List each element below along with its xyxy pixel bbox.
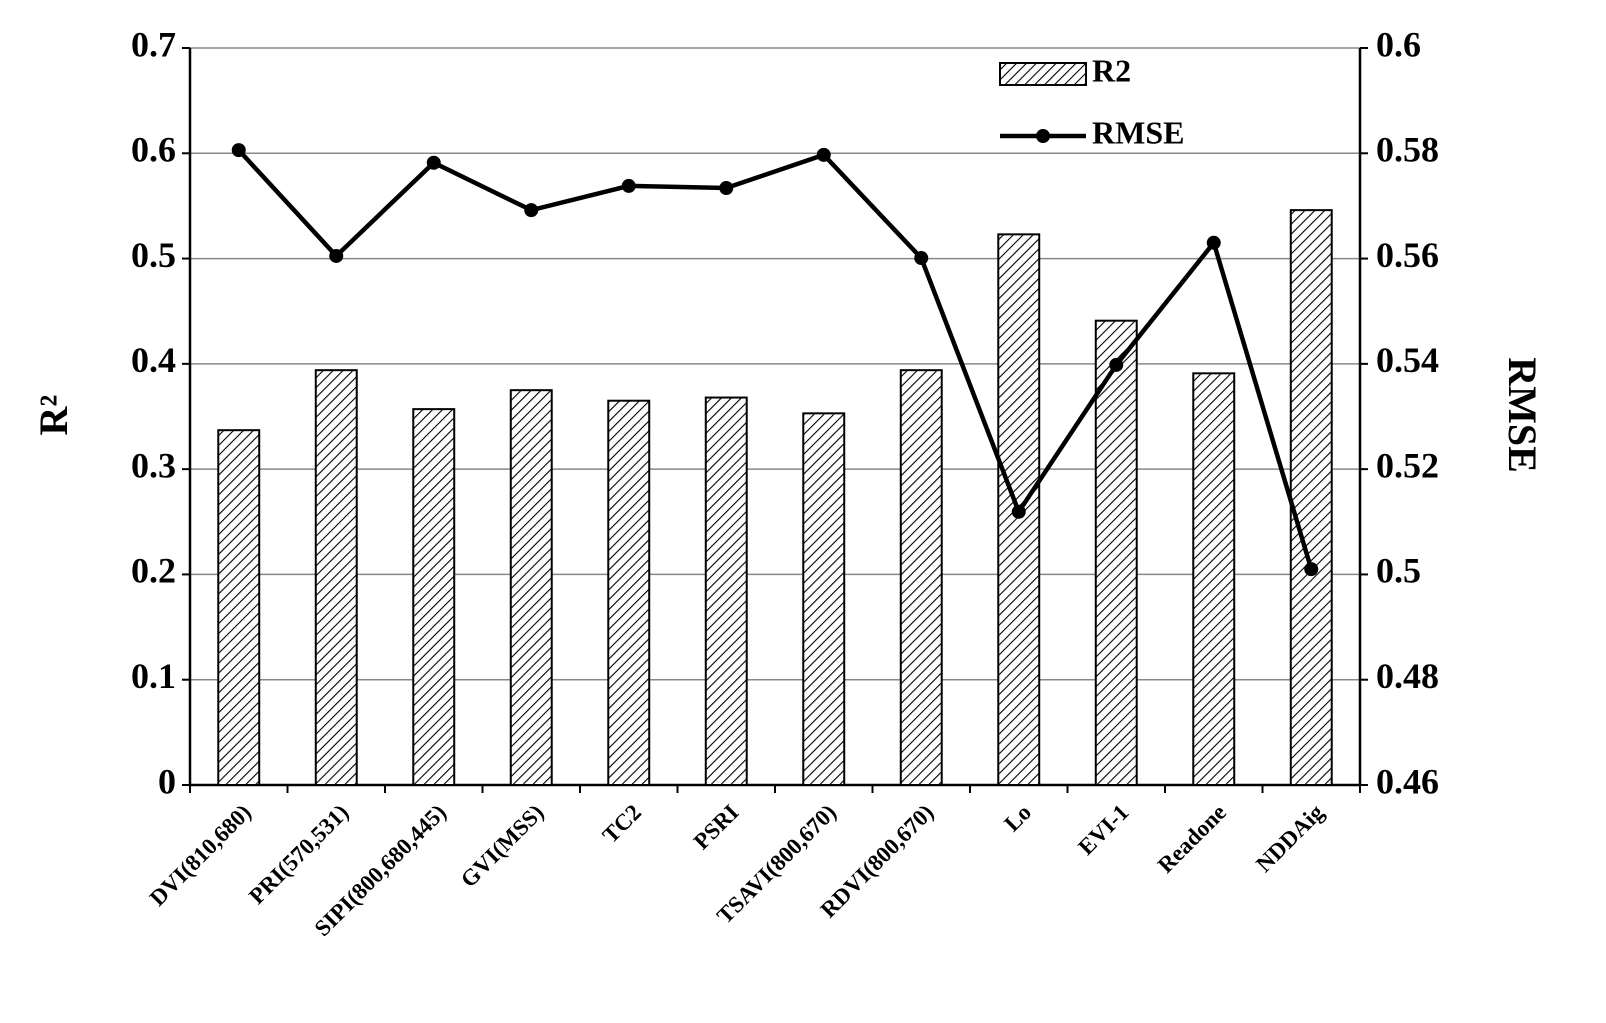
y2-tick-label: 0.54	[1376, 340, 1439, 380]
point	[914, 251, 929, 266]
x-tick-label: TC2	[598, 800, 646, 848]
bar	[412, 408, 456, 786]
bar	[509, 389, 553, 786]
bar	[1289, 209, 1333, 786]
bar	[1094, 319, 1138, 786]
y2-tick-label: 0.52	[1376, 445, 1439, 485]
bar	[217, 429, 261, 786]
point	[426, 155, 441, 170]
x-tick-label: PSRI	[689, 800, 744, 855]
bar	[1192, 372, 1236, 786]
y-tick-label: 0.2	[131, 551, 176, 591]
point	[1109, 357, 1124, 372]
y-tick-label: 0.7	[131, 24, 176, 64]
line	[237, 148, 1314, 570]
y2-axis-title: RMSE	[1500, 357, 1545, 473]
x-tick-label: Readone	[1153, 800, 1231, 878]
x-tick-label: NDDAig	[1251, 799, 1329, 877]
x-tick-label: PRI(570,531)	[244, 800, 353, 909]
legend-label: R2	[1092, 52, 1131, 88]
x-tick-label: Lo	[999, 800, 1036, 837]
legend-swatch	[999, 62, 1087, 86]
y-tick-label: 0.3	[131, 445, 176, 485]
point	[816, 147, 831, 162]
x-tick-label: GVI(MSS)	[456, 800, 549, 893]
y-tick-label: 0.4	[131, 340, 176, 380]
y2-tick-label: 0.46	[1376, 761, 1439, 801]
y-tick-label: 0.6	[131, 130, 176, 170]
point	[621, 178, 636, 193]
y2-tick-label: 0.56	[1376, 235, 1439, 275]
point	[719, 181, 734, 196]
legend-swatch	[1036, 129, 1050, 143]
y2-tick-label: 0.48	[1376, 656, 1439, 696]
bar	[704, 396, 748, 786]
y-tick-label: 0	[158, 761, 176, 801]
bar	[607, 399, 651, 786]
x-tick-label: EVI-1	[1073, 800, 1133, 860]
y-tick-label: 0.5	[131, 235, 176, 275]
bar	[899, 369, 943, 786]
point	[231, 143, 246, 158]
y-tick-label: 0.1	[131, 656, 176, 696]
point	[1206, 235, 1221, 250]
legend-label: RMSE	[1092, 114, 1184, 150]
y-axis-title: R²	[31, 395, 76, 436]
point	[524, 203, 539, 218]
point	[1011, 504, 1026, 519]
y2-tick-label: 0.58	[1376, 130, 1439, 170]
x-tick-label: DVI(810,680)	[145, 800, 256, 911]
y2-tick-label: 0.6	[1376, 24, 1421, 64]
point	[329, 248, 344, 263]
point	[1304, 562, 1319, 577]
y2-tick-label: 0.5	[1376, 551, 1421, 591]
bar	[314, 369, 358, 786]
bar	[802, 412, 846, 786]
